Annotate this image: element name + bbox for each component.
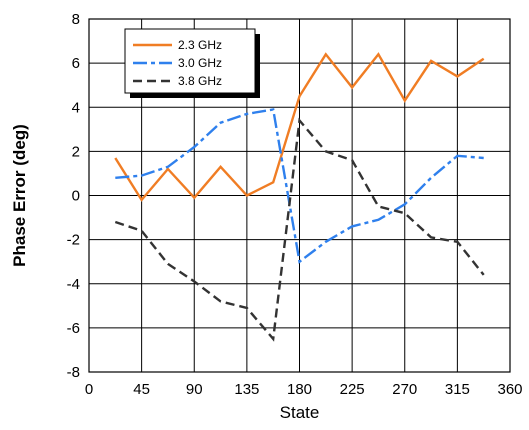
y-tick-label: 8	[72, 11, 80, 28]
x-tick-label: 360	[497, 381, 522, 398]
y-tick-label: 0	[72, 188, 80, 205]
y-tick-label: -8	[67, 364, 80, 381]
x-axis-title: State	[280, 403, 320, 422]
legend-label: 3.0 GHz	[178, 56, 222, 70]
x-tick-label: 180	[287, 381, 312, 398]
y-tick-label: 2	[72, 143, 80, 160]
series-line-3-0-ghz	[115, 108, 484, 264]
x-tick-label: 225	[340, 381, 365, 398]
series-lines	[114, 52, 485, 342]
x-tick-label: 315	[445, 381, 470, 398]
plot-area-frame	[88, 18, 511, 373]
series-line-3-8-ghz	[114, 117, 485, 342]
x-tick-label: 45	[133, 381, 150, 398]
legend-box	[124, 28, 256, 94]
x-tick-label: 135	[234, 381, 259, 398]
y-tick-label: -4	[67, 276, 80, 293]
x-tick-label: 0	[85, 381, 93, 398]
legend: 2.3 GHz 3.0 GHz 3.8 GHz	[124, 28, 260, 98]
grid	[89, 19, 510, 372]
legend-label: 2.3 GHz	[178, 38, 222, 52]
y-tick-labels: -8 -6 -4 -2 0 2 4 6 8	[67, 11, 80, 381]
x-tick-label: 270	[392, 381, 417, 398]
y-tick-label: -6	[67, 320, 80, 337]
x-tick-labels: 0 45 90 135 180 225 270 315 360	[85, 381, 523, 398]
y-tick-label: 6	[72, 55, 80, 72]
y-tick-label: 4	[72, 99, 80, 116]
y-tick-label: -2	[67, 232, 80, 249]
legend-label: 3.8 GHz	[178, 74, 222, 88]
y-axis-title: Phase Error (deg)	[10, 124, 29, 267]
x-tick-label: 90	[186, 381, 203, 398]
series-line-2-3-ghz	[114, 52, 485, 202]
